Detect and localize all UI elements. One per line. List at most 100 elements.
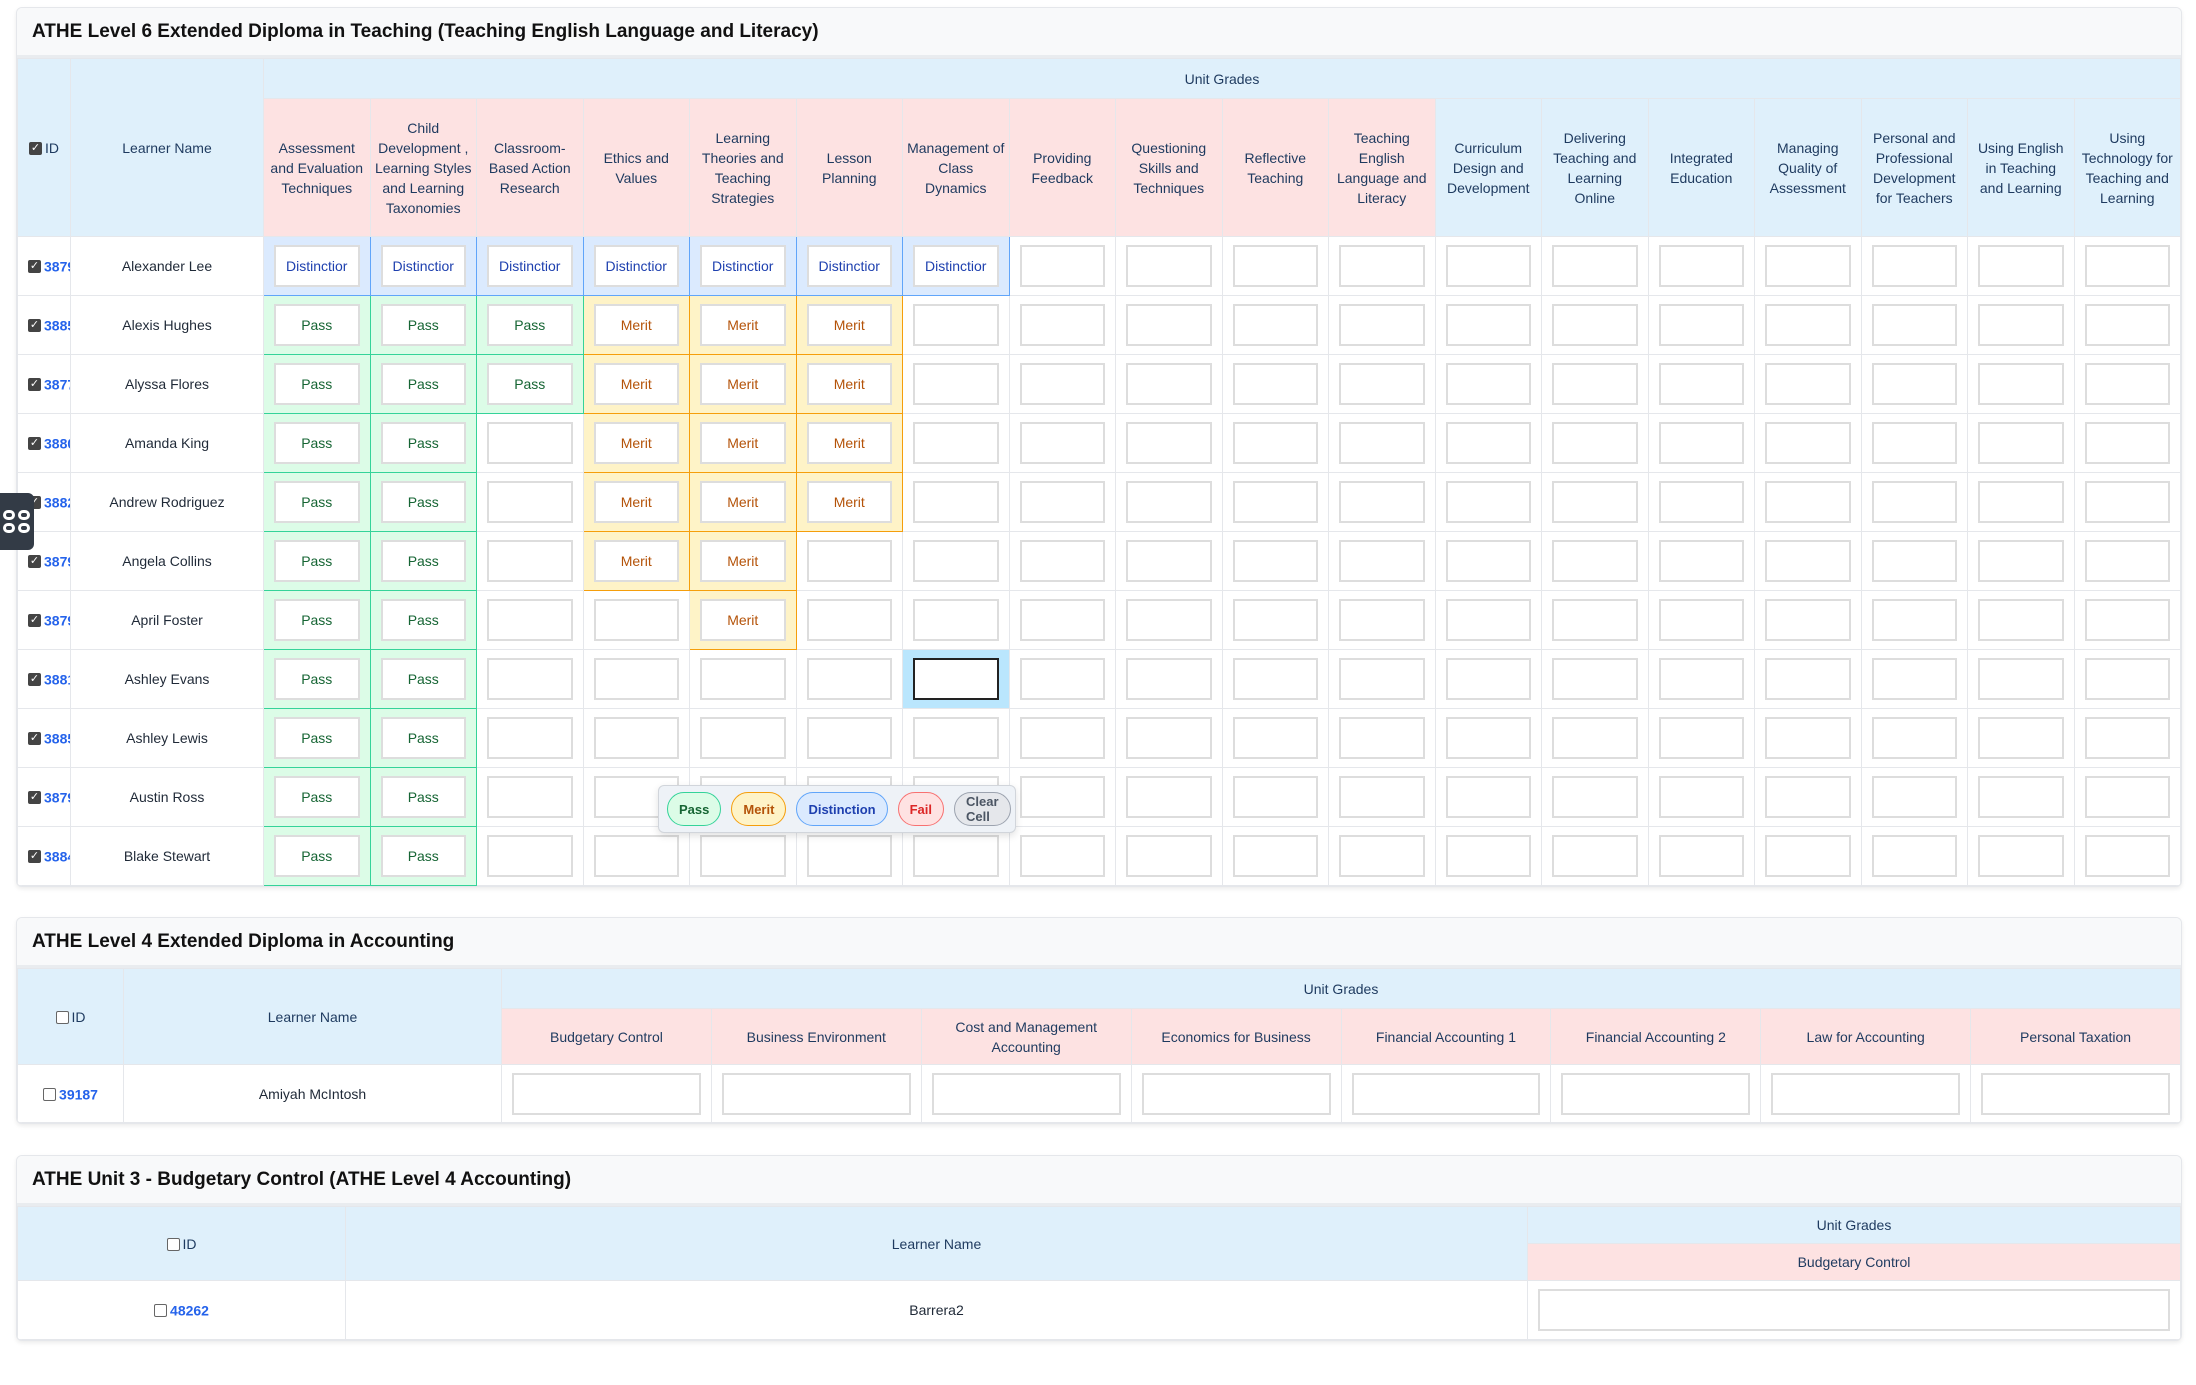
grade-input[interactable]: Pass xyxy=(274,422,360,464)
grade-input[interactable] xyxy=(1765,422,1851,464)
learner-id-link[interactable]: 3882 xyxy=(44,494,70,511)
grade-input[interactable] xyxy=(806,658,892,700)
grade-input[interactable] xyxy=(1978,245,2064,287)
grade-input[interactable] xyxy=(700,835,786,877)
row-checkbox[interactable]: ✓ xyxy=(28,614,41,628)
grade-input[interactable] xyxy=(1019,599,1105,641)
grade-input[interactable] xyxy=(1658,540,1744,582)
grade-input[interactable] xyxy=(1445,481,1531,523)
grade-input[interactable]: Pass xyxy=(380,422,466,464)
grade-input[interactable] xyxy=(1126,835,1212,877)
grade-input[interactable] xyxy=(487,776,573,818)
row-checkbox[interactable]: ✓ xyxy=(28,732,41,746)
grade-input[interactable] xyxy=(2084,835,2170,877)
row-checkbox[interactable]: ✓ xyxy=(28,437,41,451)
grade-input[interactable] xyxy=(1978,363,2064,405)
grade-input[interactable] xyxy=(2084,717,2170,759)
grade-input[interactable] xyxy=(1978,599,2064,641)
row-checkbox[interactable]: ✓ xyxy=(28,260,41,274)
learner-id-link[interactable]: 3879 xyxy=(44,258,70,275)
grade-input[interactable]: Pass xyxy=(274,717,360,759)
grade-input[interactable] xyxy=(1126,658,1212,700)
grade-input[interactable] xyxy=(2084,658,2170,700)
grade-input[interactable] xyxy=(1019,835,1105,877)
grade-input[interactable] xyxy=(1871,540,1957,582)
grade-input[interactable] xyxy=(1552,481,1638,523)
grade-input[interactable] xyxy=(1978,835,2064,877)
grade-input[interactable] xyxy=(1141,1072,1331,1115)
grade-input[interactable] xyxy=(1126,540,1212,582)
grade-input[interactable] xyxy=(1765,540,1851,582)
grade-input[interactable] xyxy=(1232,776,1318,818)
grade-input[interactable] xyxy=(1232,363,1318,405)
grade-input[interactable]: Merit xyxy=(593,304,679,346)
grade-input[interactable] xyxy=(1658,304,1744,346)
grade-input[interactable]: Merit xyxy=(593,540,679,582)
grade-input[interactable]: Merit xyxy=(700,481,786,523)
row-checkbox[interactable]: ✓ xyxy=(28,555,41,569)
grade-input[interactable] xyxy=(487,481,573,523)
grade-input[interactable] xyxy=(1978,717,2064,759)
grade-input[interactable] xyxy=(806,835,892,877)
grade-input[interactable] xyxy=(913,599,999,641)
learner-id-link[interactable]: 3885 xyxy=(44,317,70,334)
grade-input[interactable] xyxy=(1978,776,2064,818)
row-checkbox[interactable]: ✓ xyxy=(28,850,41,864)
grade-input[interactable] xyxy=(1232,717,1318,759)
grade-input[interactable] xyxy=(1871,245,1957,287)
grade-input[interactable]: Distinctior xyxy=(593,245,679,287)
grade-option-clear-cell-button[interactable]: Clear Cell xyxy=(954,792,1011,826)
apps-grid-icon[interactable] xyxy=(0,493,34,550)
grade-input[interactable] xyxy=(1658,599,1744,641)
grade-input[interactable] xyxy=(1561,1072,1751,1115)
learner-id-link[interactable]: 3885 xyxy=(44,730,70,747)
grade-input[interactable] xyxy=(1978,658,2064,700)
grade-input[interactable] xyxy=(1981,1072,2170,1115)
grade-input[interactable] xyxy=(1232,304,1318,346)
grade-input[interactable]: Pass xyxy=(274,835,360,877)
grade-input[interactable]: Merit xyxy=(806,422,892,464)
grade-input[interactable] xyxy=(913,422,999,464)
grade-input[interactable] xyxy=(1871,776,1957,818)
grade-input[interactable] xyxy=(1232,658,1318,700)
grade-input[interactable] xyxy=(1019,658,1105,700)
grade-input[interactable] xyxy=(1871,658,1957,700)
grade-input[interactable] xyxy=(1552,304,1638,346)
grade-input[interactable]: Distinctior xyxy=(487,245,573,287)
grade-input[interactable] xyxy=(2084,304,2170,346)
grade-input[interactable] xyxy=(913,835,999,877)
grade-input[interactable] xyxy=(913,658,999,700)
grade-input[interactable] xyxy=(1658,363,1744,405)
learner-id-link[interactable]: 3884 xyxy=(44,848,70,865)
learner-id-link[interactable]: 48262 xyxy=(170,1302,209,1319)
grade-input[interactable] xyxy=(487,717,573,759)
grade-input[interactable] xyxy=(1552,540,1638,582)
grade-input[interactable] xyxy=(1339,776,1425,818)
grade-input[interactable] xyxy=(1978,540,2064,582)
grade-input[interactable] xyxy=(1126,363,1212,405)
grade-input[interactable] xyxy=(913,481,999,523)
grade-input[interactable]: Pass xyxy=(380,540,466,582)
grade-input[interactable]: Pass xyxy=(274,481,360,523)
grade-input[interactable] xyxy=(487,422,573,464)
grade-input[interactable] xyxy=(1126,717,1212,759)
grade-input[interactable] xyxy=(1445,245,1531,287)
grade-input[interactable] xyxy=(1126,481,1212,523)
grade-input[interactable] xyxy=(1871,304,1957,346)
grade-input[interactable] xyxy=(1552,245,1638,287)
grade-input[interactable]: Merit xyxy=(700,304,786,346)
grade-input[interactable] xyxy=(1871,599,1957,641)
grade-input[interactable] xyxy=(1126,304,1212,346)
grade-input[interactable] xyxy=(1871,481,1957,523)
grade-input[interactable] xyxy=(487,658,573,700)
grade-input[interactable]: Distinctior xyxy=(274,245,360,287)
grade-input[interactable] xyxy=(1658,481,1744,523)
grade-input[interactable] xyxy=(593,717,679,759)
grade-input[interactable] xyxy=(487,599,573,641)
learner-id-link[interactable]: 39187 xyxy=(59,1086,98,1103)
grade-input[interactable] xyxy=(1552,599,1638,641)
grade-input[interactable] xyxy=(1978,422,2064,464)
learner-id-link[interactable]: 3879 xyxy=(44,789,70,806)
grade-input[interactable] xyxy=(1339,422,1425,464)
learner-id-link[interactable]: 3879 xyxy=(44,553,70,570)
